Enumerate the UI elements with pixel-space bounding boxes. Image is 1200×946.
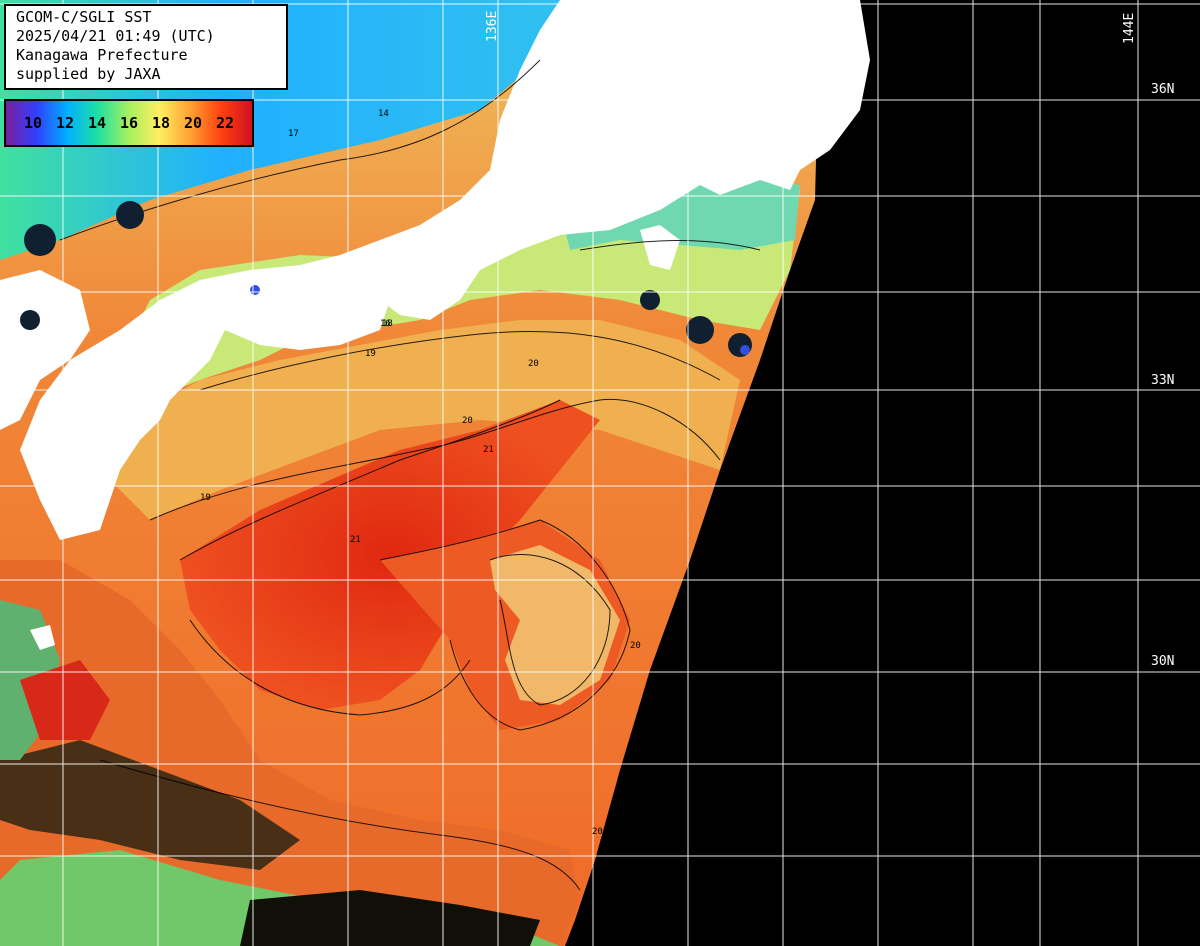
cool-eddy bbox=[490, 545, 620, 705]
lat-label-33n: 33N bbox=[1151, 373, 1175, 388]
cloud-speckles bbox=[20, 201, 752, 357]
sensor-title: GCOM-C/SGLI SST bbox=[16, 8, 152, 26]
temperature-legend: 10 12 14 16 18 20 22 bbox=[4, 99, 254, 147]
observation-time: 2025/04/21 01:49 (UTC) bbox=[16, 27, 215, 45]
land-peninsula bbox=[640, 225, 680, 270]
isotherm-label: 20 bbox=[462, 416, 473, 426]
lon-label-136e: 136E bbox=[485, 10, 500, 42]
cold-spot bbox=[740, 345, 750, 355]
cloud-speck bbox=[20, 310, 40, 330]
land-island-small bbox=[30, 625, 55, 650]
isotherm-label: 20 bbox=[630, 641, 641, 651]
isotherm-label: 17 bbox=[288, 129, 299, 139]
isotherm-label-group: 19 18 20 21 21 20 19 14 16 20 20 17 bbox=[200, 109, 641, 837]
isotherm-label: 20 bbox=[592, 827, 603, 837]
lat-label-30n: 30N bbox=[1151, 654, 1175, 669]
lon-label-144e: 144E bbox=[1122, 12, 1137, 44]
isotherm-label: 18 bbox=[382, 319, 393, 329]
legend-tick: 16 bbox=[120, 114, 139, 132]
isotherm-label: 16 bbox=[380, 319, 391, 329]
region-name: Kanagawa Prefecture bbox=[16, 46, 188, 64]
isotherm-label: 19 bbox=[365, 349, 376, 359]
title-box: GCOM-C/SGLI SST 2025/04/21 01:49 (UTC) K… bbox=[4, 4, 288, 90]
isotherm-label: 21 bbox=[483, 445, 494, 455]
contour-line bbox=[99, 759, 581, 891]
mild-band bbox=[110, 320, 740, 520]
contour-line bbox=[149, 398, 721, 521]
legend-tick: 10 bbox=[24, 114, 43, 132]
cloud-speck bbox=[640, 290, 660, 310]
cloud-speck bbox=[686, 316, 714, 344]
isotherm-label: 20 bbox=[528, 359, 539, 369]
contour-line bbox=[179, 399, 561, 561]
cloud-speck bbox=[24, 224, 56, 256]
sw-red-spot bbox=[20, 660, 110, 740]
land-honshu bbox=[20, 0, 870, 540]
legend-ticks: 10 12 14 16 18 20 22 bbox=[24, 114, 248, 132]
contour-line bbox=[379, 519, 631, 731]
isotherm-label: 14 bbox=[378, 109, 389, 119]
cloud-speck bbox=[116, 201, 144, 229]
isotherm-label: 19 bbox=[200, 493, 211, 503]
supplier-credit: supplied by JAXA bbox=[16, 65, 161, 83]
isotherm-contours bbox=[59, 59, 761, 891]
cold-spot bbox=[250, 285, 260, 295]
sw-cloud-1 bbox=[0, 740, 300, 870]
legend-tick: 20 bbox=[184, 114, 203, 132]
legend-tick: 22 bbox=[216, 114, 235, 132]
contour-line bbox=[199, 330, 721, 391]
contour-line bbox=[579, 240, 761, 251]
legend-tick: 12 bbox=[56, 114, 75, 132]
hot-core bbox=[180, 400, 600, 710]
lat-label-36n: 36N bbox=[1151, 82, 1175, 97]
legend-tick: 18 bbox=[152, 114, 171, 132]
legend-tick: 14 bbox=[88, 114, 107, 132]
isotherm-label: 21 bbox=[350, 535, 361, 545]
sw-cloud-2 bbox=[240, 890, 540, 946]
contour-line bbox=[189, 619, 471, 716]
coastal-cool bbox=[560, 170, 800, 250]
